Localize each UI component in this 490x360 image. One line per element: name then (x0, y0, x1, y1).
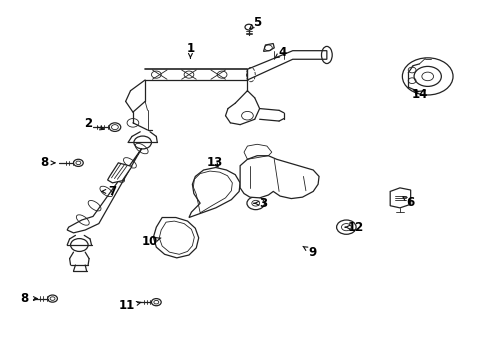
Polygon shape (108, 163, 132, 183)
Text: 11: 11 (119, 299, 141, 312)
Text: 8: 8 (21, 292, 37, 305)
Text: 8: 8 (40, 156, 55, 169)
Text: 10: 10 (142, 235, 161, 248)
Text: 4: 4 (275, 46, 287, 59)
Text: 3: 3 (254, 197, 268, 210)
Text: 2: 2 (84, 117, 104, 130)
Text: 5: 5 (250, 16, 261, 29)
Text: 13: 13 (207, 156, 223, 169)
Text: 9: 9 (303, 246, 317, 258)
Polygon shape (67, 149, 142, 233)
Polygon shape (153, 217, 199, 258)
Text: 1: 1 (186, 42, 195, 58)
Polygon shape (189, 167, 240, 217)
Polygon shape (240, 156, 319, 199)
Text: 7: 7 (102, 185, 117, 198)
Text: 14: 14 (411, 89, 428, 102)
Text: 6: 6 (403, 195, 415, 209)
Text: 12: 12 (345, 221, 364, 234)
